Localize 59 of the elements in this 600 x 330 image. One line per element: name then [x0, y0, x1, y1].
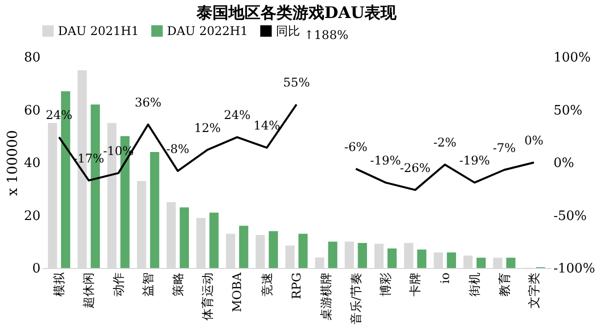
y-tick-label: 20 [24, 208, 40, 224]
x-tick-label: 卡牌 [408, 272, 422, 296]
x-tick-label: 教育 [497, 272, 512, 296]
data-label: -26% [400, 160, 431, 175]
y-tick-label: 60 [24, 103, 40, 118]
data-label: 12% [194, 120, 221, 135]
x-tick-label: 体育运动 [200, 272, 214, 320]
x-tick-label: 桌游棋牌 [319, 272, 334, 320]
x-tick-label: 益智 [141, 272, 156, 296]
y-tick-label: 40 [24, 156, 40, 171]
bar [268, 231, 278, 268]
data-label: -2% [433, 136, 456, 150]
data-label: -19% [370, 154, 401, 168]
y2-tick-label: 100% [554, 50, 591, 66]
y2-tick-label: -50% [554, 208, 587, 224]
bar [358, 242, 367, 268]
bar [417, 250, 426, 268]
bar [209, 212, 219, 268]
bar [388, 248, 397, 268]
data-label: -6% [344, 140, 368, 154]
x-tick-label: 策略 [170, 272, 185, 296]
text: ↑188% [304, 28, 348, 42]
legend-label: 同比 [276, 24, 300, 38]
data-label: 24% [224, 108, 250, 122]
bar [150, 152, 160, 268]
data-label: -7% [492, 140, 516, 155]
bar [239, 226, 248, 268]
data-label: 0% [524, 134, 544, 148]
data-label: -8% [166, 142, 190, 156]
x-tick-label: 动作 [111, 272, 126, 296]
legend-label: DAU 2021H1 [58, 24, 139, 38]
x-tick-label: 博彩 [378, 272, 393, 296]
bar [180, 207, 189, 268]
data-label: 14% [253, 118, 280, 133]
y2-tick-label: 50% [554, 103, 582, 118]
y-tick-label: 0 [32, 262, 40, 276]
x-tick-label: 模拟 [52, 272, 66, 296]
data-label: 36% [134, 96, 162, 110]
y-tick-label: 80 [24, 50, 40, 66]
chart-title: 泰国地区各类游戏DAU表现 [195, 3, 398, 22]
legend-label: DAU 2022H1 [167, 24, 248, 38]
x-tick-label: RPG [290, 272, 304, 300]
x-tick-label: 文字类 [526, 272, 541, 308]
data-label: 55% [283, 75, 310, 90]
bar [506, 258, 516, 268]
x-tick-label: 超休闲 [82, 272, 96, 308]
bar [476, 258, 486, 268]
x-tick-label: io [438, 272, 452, 284]
bar [446, 252, 456, 268]
x-tick-label: 竞速 [260, 272, 274, 296]
y2-tick-label: 0% [554, 156, 574, 171]
x-tick-label: MOBA [230, 272, 244, 312]
bar [298, 234, 308, 268]
y2-tick-label: -100% [554, 262, 596, 276]
data-label: -19% [459, 154, 490, 168]
y-axis-title: x 100000 [4, 130, 21, 196]
bar [328, 242, 338, 268]
x-tick-label: 音乐/节奏 [348, 272, 363, 325]
x-tick-label: 街机 [468, 272, 482, 296]
